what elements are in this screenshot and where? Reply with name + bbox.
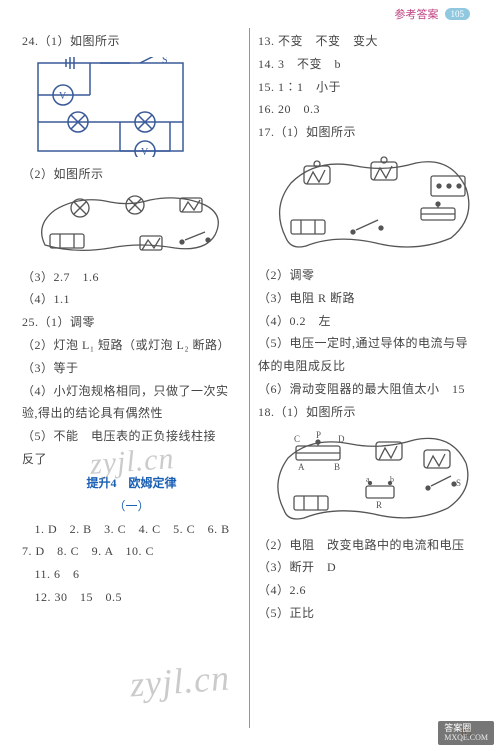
- answer-line: 15. 1∶1 小于: [258, 76, 478, 99]
- circuit-diagram-3: [266, 148, 478, 258]
- answer-line: （4）小灯泡规格相同，只做了一次实: [22, 380, 241, 403]
- footer-brand-badge: 答案圈 MXQE.COM: [438, 721, 494, 745]
- footer-brand: 答案圈: [444, 723, 471, 733]
- mc-line: 11. 6 6: [22, 563, 241, 586]
- mc-line: 1. D 2. B 3. C 4. C 5. C 6. B: [22, 518, 241, 541]
- answer-line: 14. 3 不变 b: [258, 53, 478, 76]
- answer-line: （3）2.7 1.6: [22, 266, 241, 289]
- answer-line: （2）电阻 改变电路中的电流和电压: [258, 534, 478, 557]
- circuit-diagram-1: S V V: [30, 57, 241, 157]
- answer-line: （2）调零: [258, 264, 478, 287]
- answer-line: （5）正比: [258, 602, 478, 625]
- section-subtitle: （一）: [22, 495, 241, 518]
- svg-text:b: b: [390, 475, 394, 484]
- svg-text:B: B: [334, 462, 340, 472]
- answer-line: 24.（1）如图所示: [22, 30, 241, 53]
- page-header: 参考答案 105: [0, 0, 500, 28]
- circuit-diagram-2: [30, 190, 241, 260]
- mc-line: 7. D 8. C 9. A 10. C: [22, 540, 241, 563]
- answer-line: （4）2.6: [258, 579, 478, 602]
- svg-text:a: a: [366, 475, 370, 484]
- answer-line: 验,得出的结论具有偶然性: [22, 402, 241, 425]
- answer-line: （3）等于: [22, 357, 241, 380]
- header-title: 参考答案: [395, 6, 439, 22]
- svg-text:R: R: [376, 500, 382, 510]
- answer-line: 体的电阻成反比: [258, 355, 478, 378]
- answer-line: （5）电压一定时,通过导体的电流与导: [258, 332, 478, 355]
- svg-text:D: D: [338, 434, 345, 444]
- svg-text:S: S: [162, 57, 168, 66]
- right-column: 13. 不变 不变 变大 14. 3 不变 b 15. 1∶1 小于 16. 2…: [250, 28, 486, 728]
- svg-text:A: A: [298, 462, 305, 472]
- answer-line: （2）灯泡 L₁ 短路（或灯泡 L₂ 断路）: [22, 334, 241, 357]
- answer-line: 反了: [22, 448, 241, 471]
- svg-text:V: V: [59, 91, 67, 102]
- circuit-diagram-4: C P D A B S R a b: [266, 428, 478, 528]
- svg-text:S: S: [456, 478, 461, 488]
- footer-url: MXQE.COM: [444, 733, 488, 743]
- answer-line: （3）电阻 R 断路: [258, 287, 478, 310]
- answer-line: （4）1.1: [22, 288, 241, 311]
- svg-text:V: V: [141, 147, 149, 157]
- answer-line: （2）如图所示: [22, 163, 241, 186]
- answer-line: （5）不能 电压表的正负接线柱接: [22, 425, 241, 448]
- answer-line: 16. 20 0.3: [258, 98, 478, 121]
- mc-line: 12. 30 15 0.5: [22, 586, 241, 609]
- svg-text:P: P: [316, 430, 321, 440]
- answer-line: 18.（1）如图所示: [258, 401, 478, 424]
- answer-line: （6）滑动变阻器的最大阻值太小 15: [258, 378, 478, 401]
- answer-line: 17.（1）如图所示: [258, 121, 478, 144]
- left-column: 24.（1）如图所示 S V V: [14, 28, 250, 728]
- svg-text:C: C: [294, 434, 300, 444]
- header-badge: 105: [445, 8, 471, 20]
- section-title: 提升4 欧姆定律: [22, 471, 241, 495]
- answer-line: （4）0.2 左: [258, 310, 478, 333]
- answer-line: 13. 不变 不变 变大: [258, 30, 478, 53]
- answer-line: （3）断开 D: [258, 556, 478, 579]
- content-columns: 24.（1）如图所示 S V V: [0, 28, 500, 728]
- answer-line: 25.（1）调零: [22, 311, 241, 334]
